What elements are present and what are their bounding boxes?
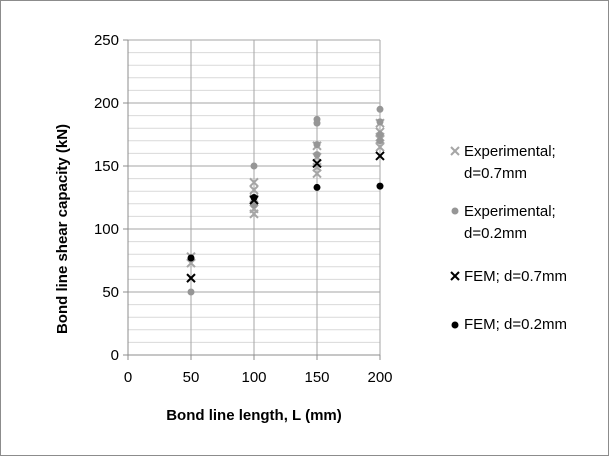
legend: Experimental; d=0.7mm Experimental; d=0.… <box>448 0 608 456</box>
y-tick-label: 100 <box>94 221 119 238</box>
data-point-dot-series-1 <box>313 119 321 127</box>
x-marker-stroke <box>249 185 259 195</box>
x-tick-labels: 0 50 100 150 200 <box>124 369 393 386</box>
data-point-x-series-0 <box>249 185 259 195</box>
legend-label: FEM; d=0.7mm <box>464 268 567 285</box>
x-tick-label: 50 <box>183 369 200 386</box>
data-point-x-series-0 <box>375 142 385 152</box>
y-tick-label: 200 <box>94 95 119 112</box>
data-point-dot-series-1 <box>250 201 258 209</box>
data-point-dot-series-1 <box>376 131 384 138</box>
x-marker-stroke <box>312 158 322 169</box>
legend-label: FEM; d=0.2mm <box>464 316 567 333</box>
data-point-dot-series-1 <box>313 141 321 149</box>
data-points <box>186 105 385 296</box>
x-marker-stroke <box>375 142 385 152</box>
data-point-dot-series-1 <box>187 288 195 296</box>
data-point-x-series-2 <box>375 151 385 161</box>
y-tick-label: 150 <box>94 158 119 175</box>
data-point-x-series-0 <box>249 209 259 219</box>
data-point-dot-series-3 <box>376 182 384 190</box>
data-point-dot-series-1 <box>376 118 384 126</box>
data-point-dot-series-3 <box>187 254 195 262</box>
data-point-x-series-2 <box>186 273 196 283</box>
y-tick-label: 250 <box>94 32 119 49</box>
data-point-dot-series-1 <box>313 151 321 159</box>
axes <box>123 39 381 360</box>
legend-label-line2: d=0.7mm <box>464 165 527 182</box>
y-axis-title: Bond line shear capacity (kN) <box>54 124 71 334</box>
data-point-dot-series-3 <box>313 183 321 191</box>
gray-x-marker-icon <box>450 146 460 156</box>
data-point-x-series-0 <box>186 258 196 268</box>
x-marker-stroke <box>186 258 196 268</box>
black-x-marker-icon <box>450 271 460 281</box>
x-marker-stroke <box>186 273 196 283</box>
x-marker-stroke <box>375 151 385 161</box>
legend-label-line2: d=0.2mm <box>464 225 527 242</box>
data-point-x-series-0 <box>312 168 322 179</box>
x-axis-title: Bond line length, L (mm) <box>166 407 342 424</box>
data-point-x-series-2 <box>312 158 322 169</box>
x-marker-stroke <box>249 209 259 219</box>
y-tick-label: 0 <box>111 347 119 364</box>
x-tick-label: 150 <box>304 369 329 386</box>
x-marker-stroke <box>312 168 322 179</box>
x-tick-label: 200 <box>367 369 392 386</box>
x-tick-label: 0 <box>124 369 132 386</box>
legend-label-line1: Experimental; <box>464 143 556 160</box>
legend-label-line1: Experimental; <box>464 203 556 220</box>
y-tick-label: 50 <box>102 284 119 301</box>
data-point-x-series-0 <box>249 177 259 188</box>
black-dot-marker-icon <box>451 321 459 329</box>
gray-dot-marker-icon <box>451 207 459 215</box>
data-point-dot-series-1 <box>376 105 384 113</box>
data-point-dot-series-3 <box>250 194 258 201</box>
data-point-dot-series-1 <box>376 137 384 145</box>
data-point-dot-series-1 <box>250 162 258 170</box>
x-marker-stroke <box>249 177 259 188</box>
x-tick-label: 100 <box>241 369 266 386</box>
y-tick-labels: 0 50 100 150 200 250 <box>94 32 119 364</box>
